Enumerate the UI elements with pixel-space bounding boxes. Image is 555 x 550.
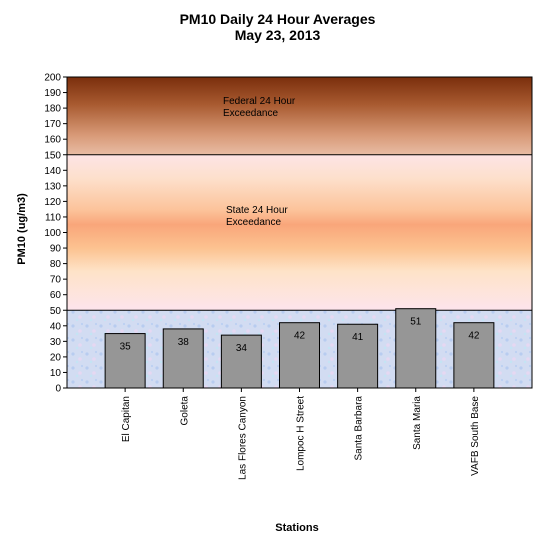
y-tick-label: 80 <box>50 259 62 270</box>
bar-value-label: 42 <box>468 331 480 342</box>
x-tick-label: Las Flores Canyon <box>237 396 248 480</box>
bar-5 <box>395 308 437 389</box>
chart-title: PM10 Daily 24 Hour Averages <box>179 11 376 27</box>
chart-subtitle: May 23, 2013 <box>234 27 321 43</box>
bar-value-label: 34 <box>236 343 248 354</box>
band-1 <box>67 154 532 311</box>
bar-value-label: 38 <box>178 337 190 348</box>
bar-value-label: 35 <box>120 342 132 353</box>
y-tick-label: 160 <box>44 135 61 146</box>
y-tick-label: 140 <box>44 166 61 177</box>
y-tick-label: 90 <box>50 244 62 255</box>
y-tick-label: 170 <box>44 119 61 130</box>
plot-area: State 24 Hour Exceedance Federal 24 Hour Ex… <box>44 73 533 480</box>
y-tick-label: 20 <box>50 352 62 363</box>
x-tick-label: Lompoc H Street <box>296 396 307 471</box>
y-axis-label: PM10 (ug/m3) <box>16 193 28 265</box>
band-2 <box>67 77 532 155</box>
y-tick-label: 130 <box>44 181 61 192</box>
y-tick-label: 180 <box>44 104 61 115</box>
bar-value-label: 41 <box>352 332 364 343</box>
y-tick-label: 70 <box>50 275 62 286</box>
y-tick-label: 150 <box>44 150 61 161</box>
y-tick-label: 110 <box>45 212 61 223</box>
y-tick-label: 200 <box>44 73 61 84</box>
y-tick-label: 120 <box>44 197 61 208</box>
y-tick-label: 0 <box>55 384 61 395</box>
x-axis: El Capitan Goleta Las Flores Canyon Lompoc … <box>121 388 481 480</box>
band-label-2: Federal 24 Hour Exceedance <box>223 96 296 119</box>
x-tick-label: Santa Barbara <box>354 396 365 461</box>
y-axis: 0 10 20 30 40 50 60 70 80 90 100 110 120 130 140 150 160… <box>44 73 67 395</box>
x-axis-label: Stations <box>275 522 318 534</box>
y-tick-label: 100 <box>44 228 61 239</box>
bar-4 <box>337 323 379 389</box>
bar-2 <box>220 334 262 389</box>
y-tick-label: 60 <box>50 290 62 301</box>
bar-value-label: 42 <box>294 331 306 342</box>
y-tick-label: 40 <box>50 321 62 332</box>
bar-0 <box>104 333 146 389</box>
x-tick-label: Santa Maria <box>412 396 423 450</box>
x-tick-label: Goleta <box>179 396 190 426</box>
bar-value-label: 51 <box>410 317 422 328</box>
bars: 35 38 34 42 41 51 42 <box>104 308 495 389</box>
band-label-1: State 24 Hour Exceedance <box>226 205 288 228</box>
y-tick-label: 50 <box>50 306 62 317</box>
y-tick-label: 10 <box>50 368 62 379</box>
y-tick-label: 30 <box>50 337 62 348</box>
y-tick-label: 190 <box>44 88 61 99</box>
x-tick-label: El Capitan <box>121 396 132 442</box>
x-tick-label: VAFB South Base <box>470 396 481 476</box>
